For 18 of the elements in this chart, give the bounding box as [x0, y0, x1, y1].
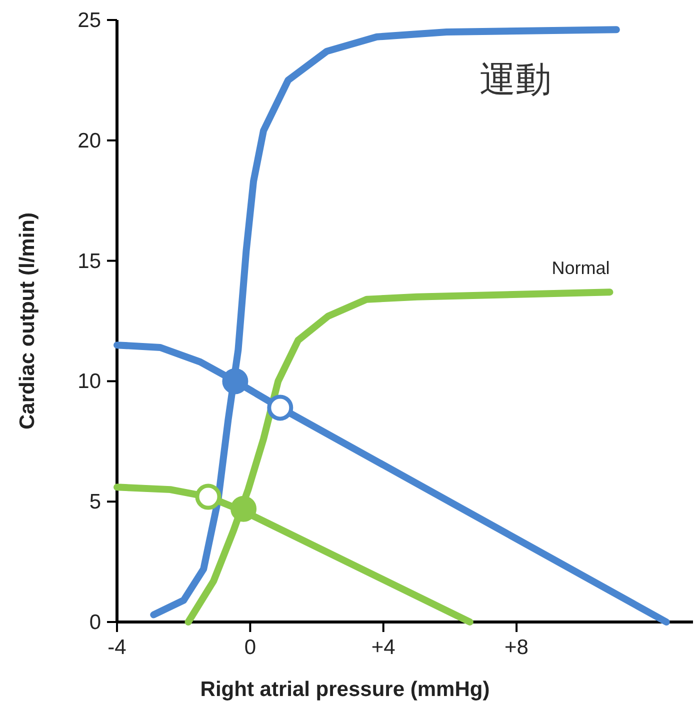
y-tick-label: 15: [78, 250, 101, 273]
y-tick-label: 20: [78, 129, 101, 152]
series-label: Normal: [552, 258, 610, 278]
x-tick-label: +4: [371, 636, 396, 659]
y-tick-label: 0: [89, 611, 101, 634]
series-label: 運動: [479, 58, 552, 100]
point: [267, 394, 294, 421]
point: [195, 484, 222, 510]
y-axis-title: Cardiac output (l/min): [16, 212, 39, 430]
point: [230, 496, 257, 522]
y-tick-label: 5: [89, 490, 101, 514]
point: [222, 368, 248, 394]
x-tick-label: +8: [504, 636, 529, 659]
x-axis-title: Right atrial pressure (mmHg): [200, 678, 490, 701]
y-tick-label: 10: [78, 370, 101, 394]
x-tick-label: -4: [108, 636, 127, 659]
x-tick-label: 0: [244, 636, 256, 659]
y-tick-label: 25: [78, 9, 101, 32]
